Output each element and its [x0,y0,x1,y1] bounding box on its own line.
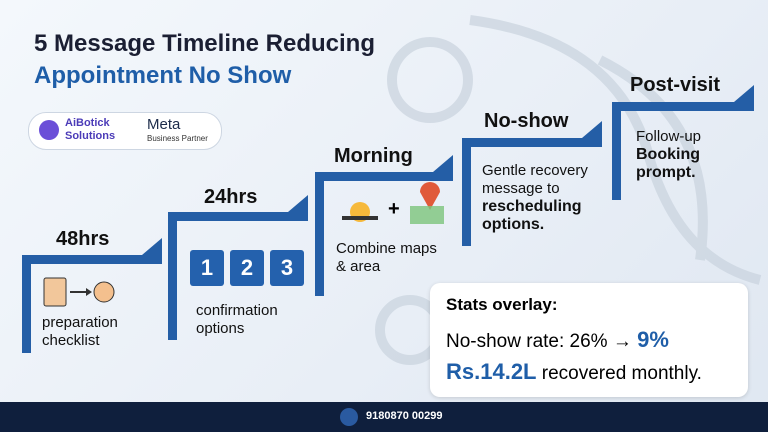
number-box: 2 [230,250,264,286]
phone[interactable]: 9180870 00299 [366,410,443,422]
line: rescheduling [482,198,582,215]
step-label: Morning [334,145,413,167]
partner: Meta [147,116,181,133]
step-text: Gentle recovery message to rescheduling opt… [482,162,588,234]
brand-icon [39,120,59,140]
line: prompt. [636,164,696,181]
brand: AiBotick [65,117,110,129]
stats-rate: No-show rate: 26% → 9% [446,327,669,353]
line: options. [482,216,545,233]
brand: Solutions [65,130,116,142]
step-text: confirmation options [196,302,278,338]
line: Follow-up [636,128,702,145]
line: & area [336,258,381,275]
rate-new: 9% [637,327,669,352]
amount-text: recovered monthly. [541,363,702,384]
line: Gentle recovery [482,162,588,179]
footer: 9180870 00299 [0,402,768,432]
step-text: Combine maps & area [336,240,437,276]
step-label: Post-visit [630,74,721,96]
checklist-icon [43,277,115,307]
plus: + [388,198,400,220]
stats-amount: Rs.14.2L recovered monthly. [446,359,702,385]
line: Booking [636,146,700,163]
number-box: 3 [270,250,304,286]
line: confirmation [196,302,278,319]
rate-text: No-show rate: 26% → [446,331,632,352]
sun-map-icons [342,182,444,224]
title: 5 Message Timeline Reducing [34,30,376,57]
step-label: No-show [484,110,569,132]
line: preparation [42,314,118,331]
logo-badge: AiBotick Solutions Meta Business Partner [28,112,222,150]
line: checklist [42,332,100,349]
stats-box: Stats overlay: No-show rate: 26% → 9% Rs… [430,283,748,397]
line: Combine maps [336,240,437,257]
step-label: 48hrs [56,228,110,250]
amount: Rs.14.2L [446,359,537,384]
partner-tag: Business Partner [147,134,208,143]
title: Appointment No Show [34,62,292,89]
phone-icon [340,408,358,426]
stats-title: Stats overlay: [446,295,558,314]
step-label: 24hrs [204,186,258,208]
line: options [196,320,245,337]
step-text: preparation checklist [42,314,118,350]
line: message to [482,180,560,197]
number-box: 1 [190,250,224,286]
step-text: Follow-up Booking prompt. [636,128,701,182]
